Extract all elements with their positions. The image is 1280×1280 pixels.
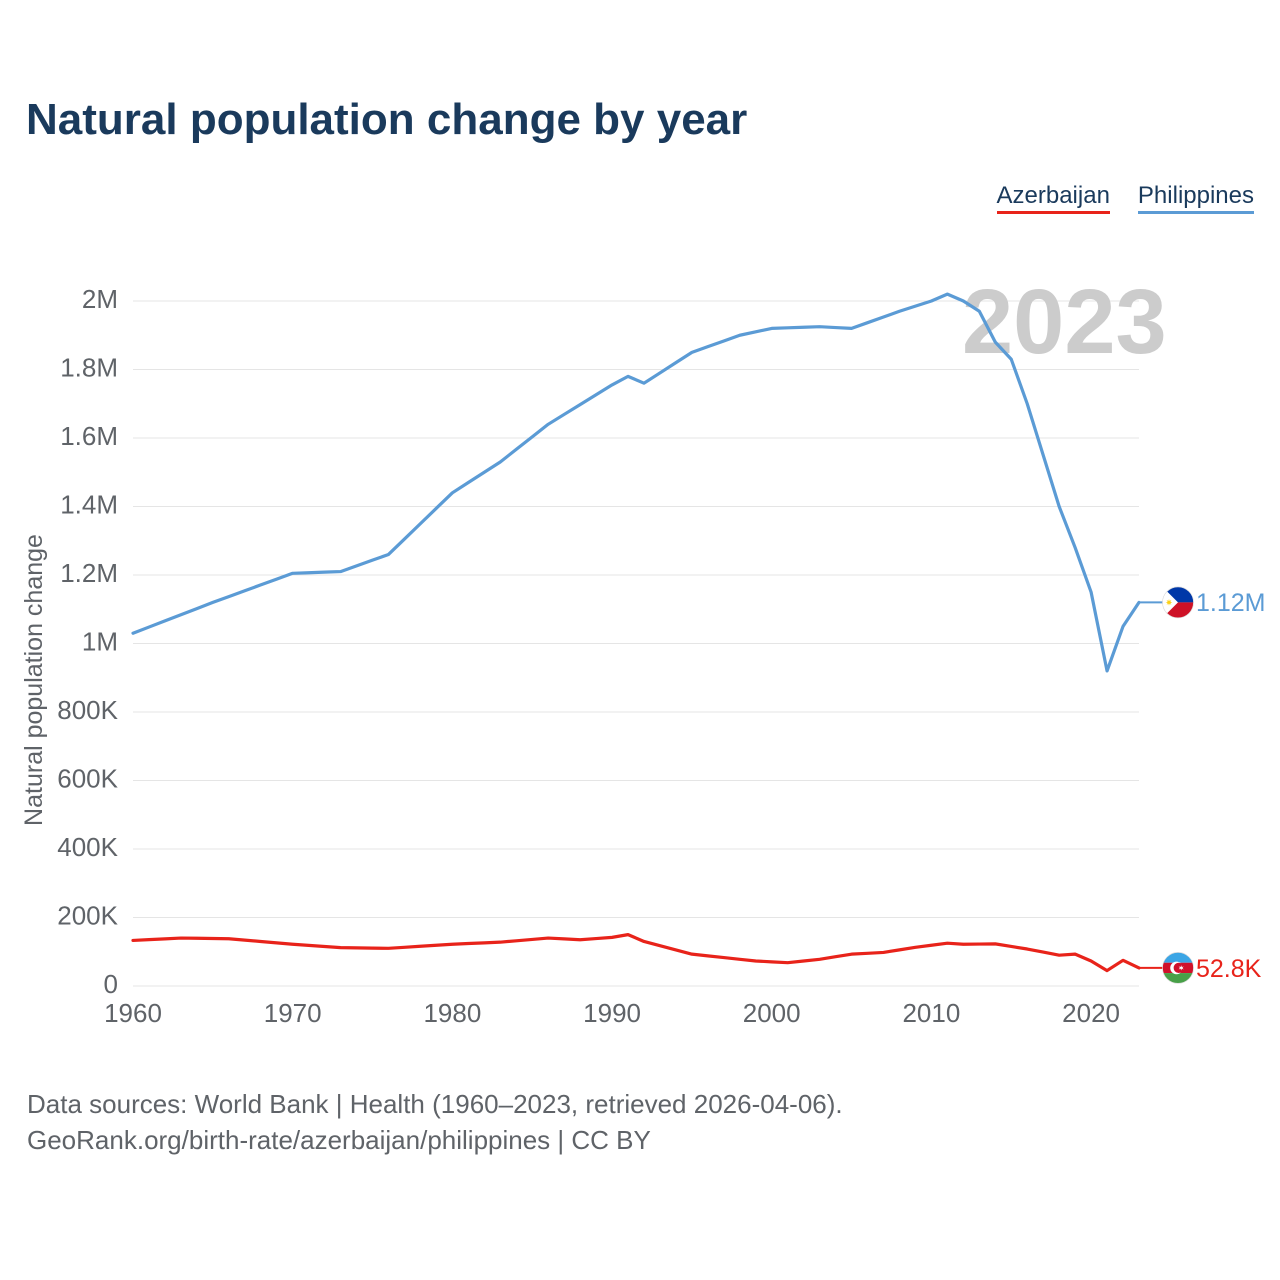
svg-text:1M: 1M xyxy=(82,627,118,657)
svg-text:1.6M: 1.6M xyxy=(60,421,118,451)
svg-text:2010: 2010 xyxy=(902,998,960,1028)
svg-text:800K: 800K xyxy=(57,695,118,725)
svg-text:1.2M: 1.2M xyxy=(60,558,118,588)
svg-text:0: 0 xyxy=(104,969,118,999)
svg-text:1990: 1990 xyxy=(583,998,641,1028)
svg-text:1.8M: 1.8M xyxy=(60,353,118,383)
svg-text:1980: 1980 xyxy=(423,998,481,1028)
svg-text:200K: 200K xyxy=(57,901,118,931)
svg-text:2000: 2000 xyxy=(743,998,801,1028)
svg-text:1970: 1970 xyxy=(264,998,322,1028)
svg-text:400K: 400K xyxy=(57,832,118,862)
svg-text:1.12M: 1.12M xyxy=(1196,589,1265,617)
svg-text:1960: 1960 xyxy=(104,998,162,1028)
svg-text:2020: 2020 xyxy=(1062,998,1120,1028)
svg-text:Natural population change: Natural population change xyxy=(20,534,48,826)
svg-text:2023: 2023 xyxy=(962,271,1167,373)
svg-text:52.8K: 52.8K xyxy=(1196,955,1262,983)
svg-text:600K: 600K xyxy=(57,764,118,794)
svg-text:1.4M: 1.4M xyxy=(60,490,118,520)
svg-text:2M: 2M xyxy=(82,284,118,314)
